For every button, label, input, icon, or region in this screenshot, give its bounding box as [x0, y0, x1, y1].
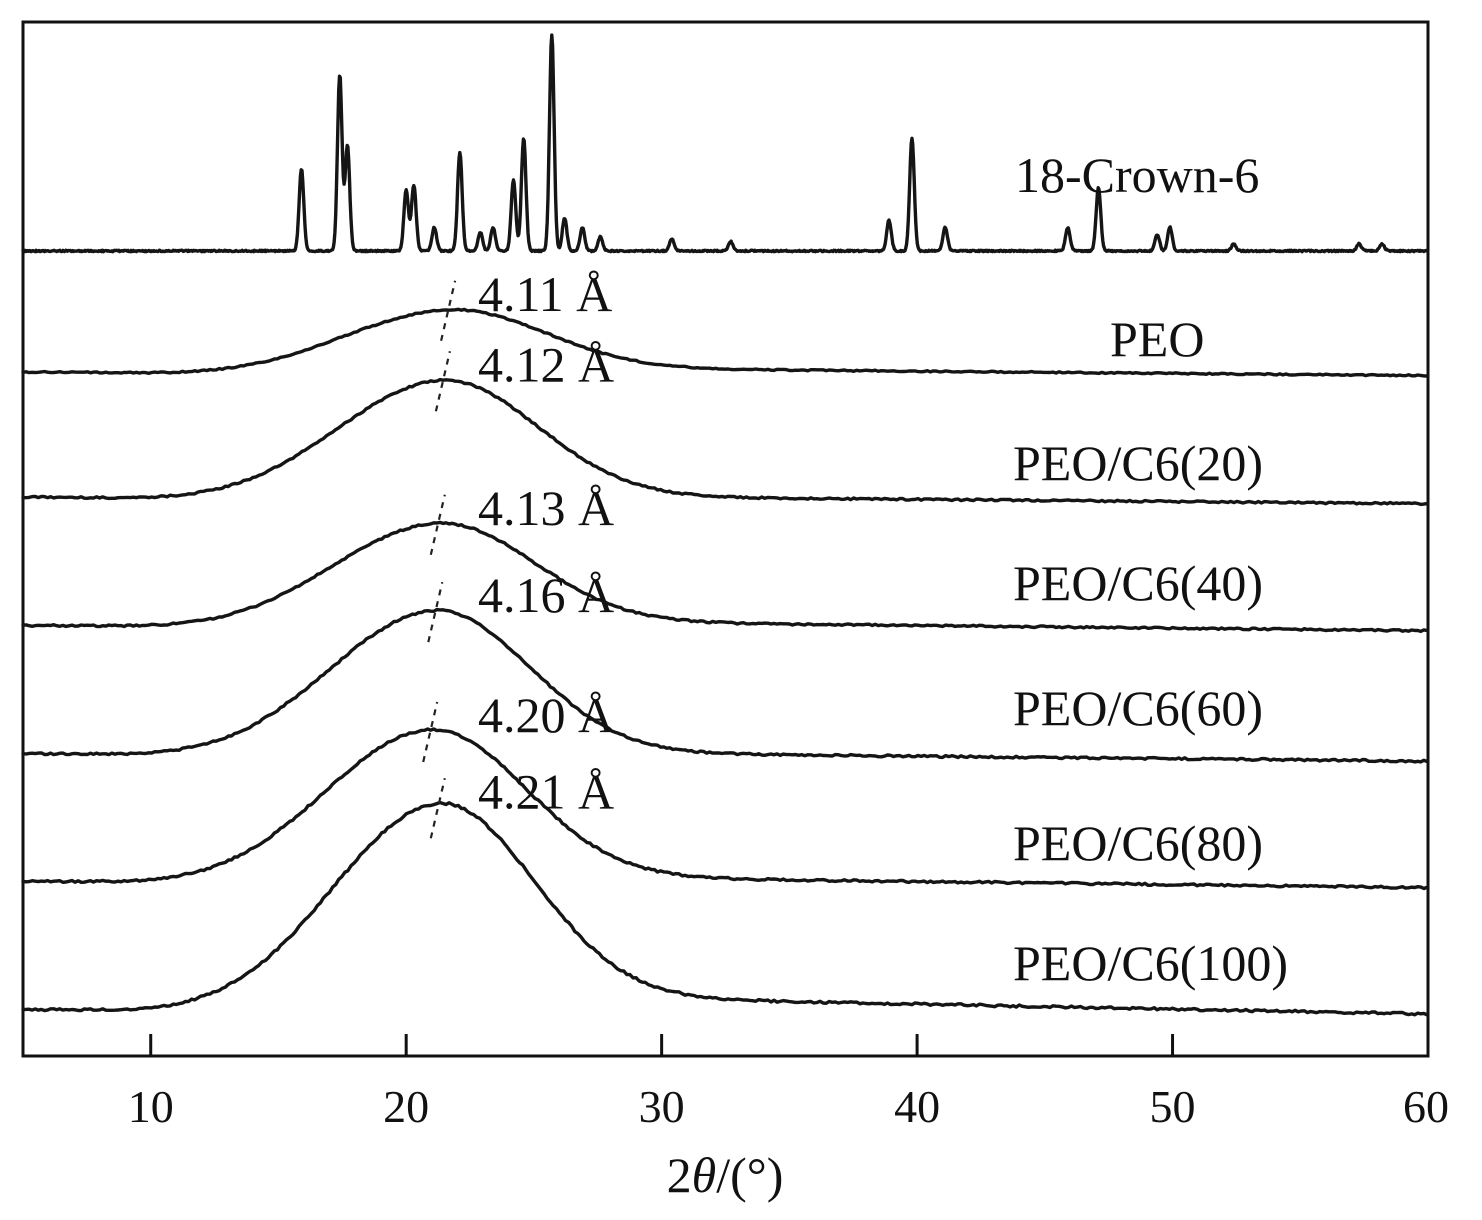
trace-label-3: PEO/C6(40)	[1013, 555, 1263, 611]
trace-peo-c6-20-	[21, 377, 1429, 507]
x-tick-label-60: 60	[1403, 1081, 1449, 1132]
x-ticks-group: 10 20 30 40 50 60	[128, 1034, 1449, 1132]
peak-guide-2	[434, 351, 451, 412]
trace-label-5: PEO/C6(80)	[1013, 815, 1263, 871]
d-spacing-label-2: 4.12 Å	[478, 336, 614, 392]
trace-label-2: PEO/C6(20)	[1013, 435, 1263, 491]
d-spacing-label-5: 4.20 Å	[478, 687, 614, 743]
x-axis-title: 2θ/(°)	[667, 1147, 784, 1203]
trace-18-crown-6	[21, 33, 1430, 254]
x-tick-label-40: 40	[894, 1081, 940, 1132]
d-spacing-label-6: 4.21 Å	[478, 763, 614, 819]
peak-guide-6	[429, 778, 446, 839]
trace-peo-c6-80-	[21, 727, 1429, 891]
trace-label-4: PEO/C6(60)	[1013, 680, 1263, 736]
x-axis-title-symbol: θ	[692, 1147, 717, 1203]
trace-peo-c6-60-	[21, 607, 1429, 764]
trace-label-0: 18-Crown-6	[1015, 147, 1259, 203]
x-tick-label-30: 30	[639, 1081, 685, 1132]
peak-guide-4	[427, 581, 444, 643]
trace-label-6: PEO/C6(100)	[1013, 935, 1288, 991]
d-spacing-label-4: 4.16 Å	[478, 567, 614, 623]
trace-peo-c6-100-	[21, 800, 1429, 1017]
d-spacing-labels-group: 4.11 Å 4.12 Å 4.13 Å 4.16 Å 4.20 Å 4.21 Å	[478, 266, 614, 820]
x-tick-label-10: 10	[128, 1081, 174, 1132]
x-axis-title-prefix: 2	[667, 1147, 692, 1203]
x-tick-label-20: 20	[383, 1081, 429, 1132]
d-spacing-label-1: 4.11 Å	[478, 266, 612, 322]
peak-guide-5	[422, 701, 439, 763]
x-axis-title-suffix: /(°)	[716, 1147, 783, 1203]
peak-guides-group	[422, 280, 457, 839]
traces-group	[21, 33, 1430, 1017]
trace-labels-group: 18-Crown-6 PEO PEO/C6(20) PEO/C6(40) PEO/C6(…	[1013, 147, 1288, 991]
trace-peo-c6-40-	[21, 520, 1429, 634]
trace-label-1: PEO	[1110, 311, 1204, 367]
peak-guide-1	[440, 280, 457, 342]
peak-guide-3	[429, 494, 446, 556]
d-spacing-label-3: 4.13 Å	[478, 480, 614, 536]
x-tick-label-50: 50	[1150, 1081, 1196, 1132]
trace-peo	[21, 307, 1429, 378]
